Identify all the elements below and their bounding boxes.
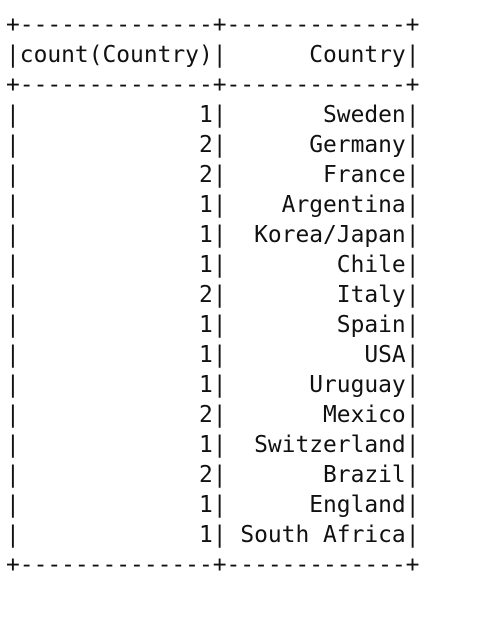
table-row: | 1| Korea/Japan| — [6, 222, 420, 248]
country-cell: Spain — [226, 312, 406, 338]
country-cell: Sweden — [226, 102, 406, 128]
table-header-row: |count(Country)| Country| — [6, 42, 420, 68]
country-cell: England — [226, 492, 406, 518]
country-cell: Italy — [226, 282, 406, 308]
count-cell: 1 — [19, 522, 213, 548]
country-cell: Switzerland — [226, 432, 406, 458]
count-cell: 2 — [19, 402, 213, 428]
count-cell: 1 — [19, 102, 213, 128]
table-row: | 1| Chile| — [6, 252, 420, 278]
count-cell: 2 — [19, 162, 213, 188]
count-cell: 1 — [19, 312, 213, 338]
count-cell: 1 — [19, 492, 213, 518]
query-result-table: +--------------+-------------+ |count(Cou… — [6, 10, 420, 580]
country-cell: Mexico — [226, 402, 406, 428]
count-cell: 2 — [19, 282, 213, 308]
table-header-border: +--------------+-------------+ — [6, 72, 420, 98]
count-cell: 1 — [19, 252, 213, 278]
country-cell: Germany — [226, 132, 406, 158]
count-cell: 1 — [19, 342, 213, 368]
table-row: | 2| Italy| — [6, 282, 420, 308]
country-cell: Argentina — [226, 192, 406, 218]
count-cell: 1 — [19, 222, 213, 248]
table-body: | 1| Sweden| | 2| Germany| | 2| France| | 1… — [6, 100, 420, 550]
count-cell: 1 — [19, 432, 213, 458]
table-row: | 1| Argentina| — [6, 192, 420, 218]
table-row: | 2| Germany| — [6, 132, 420, 158]
table-row: | 1| Uruguay| — [6, 372, 420, 398]
table-row: | 1| Spain| — [6, 312, 420, 338]
header-country: Country — [226, 42, 406, 68]
table-row: | 1| Sweden| — [6, 102, 420, 128]
table-top-border: +--------------+-------------+ — [6, 12, 420, 38]
count-cell: 1 — [19, 192, 213, 218]
country-cell: Brazil — [226, 462, 406, 488]
country-cell: Chile — [226, 252, 406, 278]
country-cell: France — [226, 162, 406, 188]
table-row: | 2| Brazil| — [6, 462, 420, 488]
table-row: | 1| South Africa| — [6, 522, 420, 548]
table-row: | 1| USA| — [6, 342, 420, 368]
table-row: | 1| England| — [6, 492, 420, 518]
country-cell: South Africa — [226, 522, 406, 548]
country-cell: Korea/Japan — [226, 222, 406, 248]
table-bottom-border: +--------------+-------------+ — [6, 552, 420, 578]
header-count-country: count(Country) — [19, 42, 213, 68]
country-cell: USA — [226, 342, 406, 368]
table-row: | 2| France| — [6, 162, 420, 188]
count-cell: 2 — [19, 462, 213, 488]
count-cell: 1 — [19, 372, 213, 398]
country-cell: Uruguay — [226, 372, 406, 398]
count-cell: 2 — [19, 132, 213, 158]
table-row: | 2| Mexico| — [6, 402, 420, 428]
table-row: | 1| Switzerland| — [6, 432, 420, 458]
